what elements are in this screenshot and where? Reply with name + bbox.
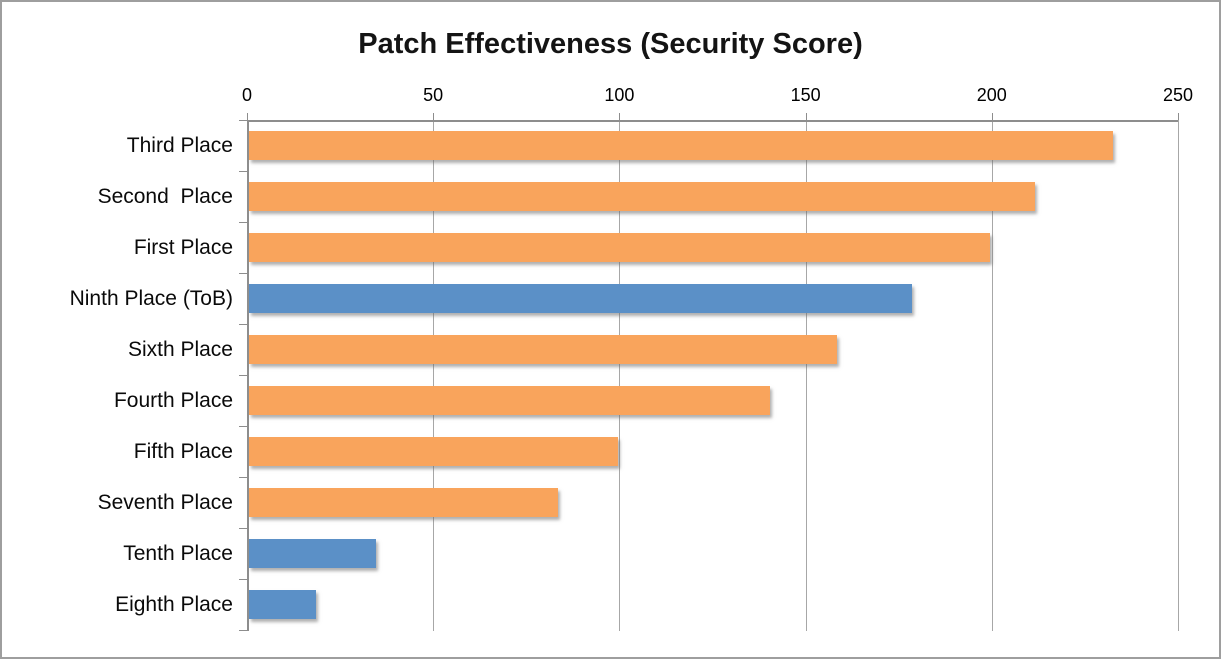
category-label: Second Place — [97, 185, 233, 208]
y-axis-tick — [239, 324, 247, 325]
x-axis-tick-250 — [1178, 113, 1179, 120]
gridline-200 — [991, 120, 993, 631]
x-tick-label-150: 150 — [790, 85, 821, 105]
bar-sixth-place — [249, 335, 838, 364]
y-axis-tick — [239, 630, 247, 631]
y-axis-tick — [239, 477, 247, 478]
x-axis-tick-0 — [247, 113, 248, 120]
y-axis-tick — [239, 375, 247, 376]
bar-fourth-place — [249, 386, 771, 415]
x-axis-tick-200 — [991, 113, 993, 120]
bar-fifth-place — [249, 437, 618, 466]
x-tick-label-250: 250 — [1162, 85, 1194, 105]
chart-title: Patch Effectiveness (Security Score) — [358, 28, 863, 60]
category-label: Third Place — [126, 134, 233, 157]
bar-third-place — [249, 131, 1113, 160]
x-tick-label-0: 0 — [241, 85, 253, 105]
x-tick-label-200: 200 — [976, 85, 1007, 105]
x-axis-tick-50 — [433, 113, 435, 120]
y-axis-line — [247, 120, 249, 631]
y-axis-tick — [239, 426, 247, 427]
bar-ninth-place-tob — [249, 284, 912, 313]
bar-second-place — [249, 182, 1035, 211]
plot-area: 0 50 100 150 200 250 — [239, 85, 1193, 631]
gridline-150 — [805, 120, 807, 631]
category-label: Seventh Place — [97, 491, 233, 514]
x-axis-tick-150 — [805, 113, 807, 120]
y-axis-tick — [239, 579, 247, 580]
category-label: Eighth Place — [115, 593, 233, 616]
category-label: Sixth Place — [127, 338, 233, 361]
y-axis-tick — [239, 273, 247, 274]
y-axis-tick — [239, 171, 247, 172]
bar-tenth-place — [249, 539, 376, 568]
y-axis-tick — [239, 120, 247, 121]
bar-seventh-place — [249, 488, 559, 517]
x-axis-tick-100 — [619, 113, 621, 120]
x-tick-label-50: 50 — [423, 85, 444, 105]
x-tick-label-100: 100 — [604, 85, 635, 105]
category-label: Fifth Place — [133, 440, 233, 463]
category-label: Fourth Place — [113, 389, 233, 412]
category-axis-labels: Third Place Second Place First Place Ninth … — [2, 120, 233, 631]
y-axis-tick — [239, 222, 247, 223]
bar-eighth-place — [249, 590, 317, 619]
category-label: Tenth Place — [123, 542, 233, 565]
gridline-50 — [433, 120, 435, 631]
x-axis-line — [247, 120, 1178, 122]
bar-first-place — [249, 233, 991, 262]
gridline-100 — [619, 120, 621, 631]
gridline-250 — [1178, 120, 1179, 631]
category-label: First Place — [133, 236, 233, 259]
y-axis-tick — [239, 528, 247, 529]
category-label: Ninth Place (ToB) — [69, 287, 233, 310]
